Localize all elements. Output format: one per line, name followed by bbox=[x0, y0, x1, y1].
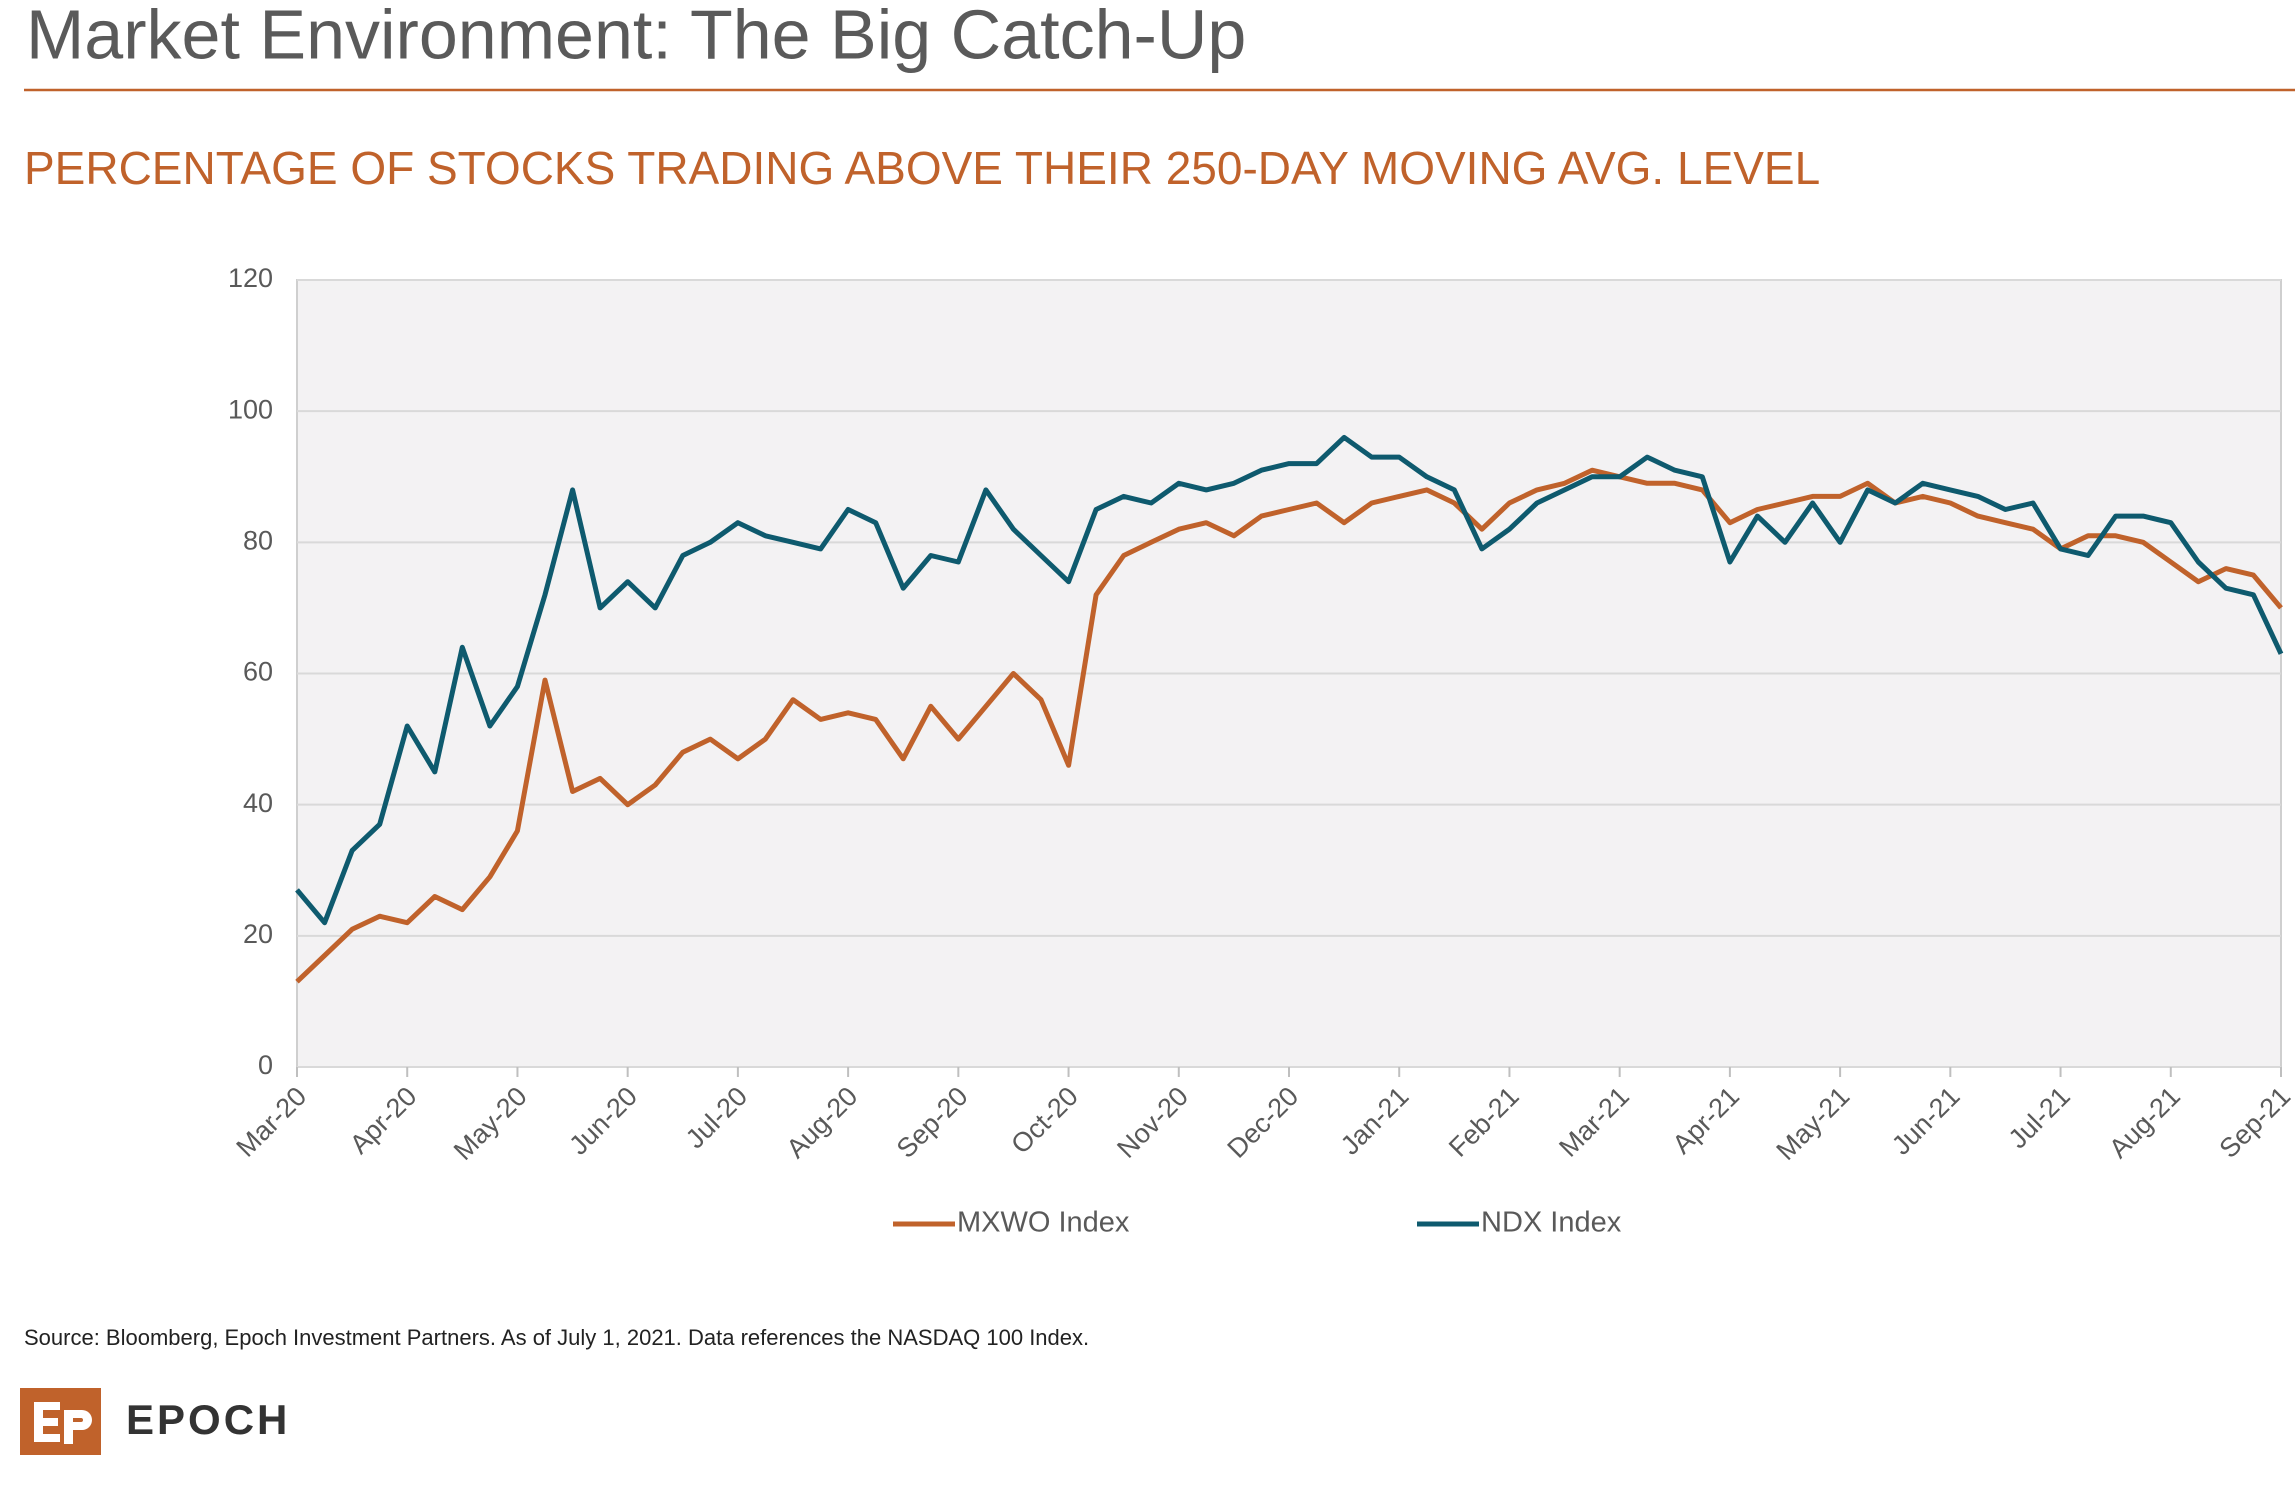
legend-label: NDX Index bbox=[1481, 1207, 1622, 1239]
x-tick-label: Oct-20 bbox=[1005, 1081, 1084, 1160]
logo: EPOCH bbox=[20, 1388, 290, 1455]
x-tick-label: Mar-20 bbox=[231, 1081, 313, 1163]
x-tick-label: Aug-21 bbox=[2103, 1081, 2186, 1164]
x-tick-label: Feb-21 bbox=[1443, 1081, 1525, 1163]
y-tick-label: 40 bbox=[243, 788, 273, 818]
x-tick-label: Jul-21 bbox=[2003, 1081, 2076, 1154]
x-tick-label: Apr-20 bbox=[344, 1081, 423, 1160]
y-tick-label: 0 bbox=[258, 1050, 273, 1080]
source-note: Source: Bloomberg, Epoch Investment Part… bbox=[24, 1325, 1089, 1350]
brand-name: EPOCH bbox=[126, 1396, 290, 1443]
legend-label: MXWO Index bbox=[957, 1207, 1130, 1239]
x-tick-label: Apr-21 bbox=[1667, 1081, 1746, 1160]
x-tick-label: Jun-21 bbox=[1886, 1081, 1966, 1161]
y-tick-label: 20 bbox=[243, 919, 273, 949]
x-tick-label: Dec-20 bbox=[1222, 1081, 1305, 1164]
y-tick-label: 60 bbox=[243, 657, 273, 687]
x-tick-label: Sep-21 bbox=[2213, 1081, 2295, 1164]
logo-glyph bbox=[34, 1402, 92, 1444]
x-tick-label: Mar-21 bbox=[1553, 1081, 1635, 1163]
x-tick-label: May-20 bbox=[448, 1081, 533, 1166]
x-tick-label: Aug-20 bbox=[781, 1081, 864, 1164]
x-tick-label: Jan-21 bbox=[1335, 1081, 1415, 1161]
chart-title: PERCENTAGE OF STOCKS TRADING ABOVE THEIR… bbox=[24, 142, 1820, 194]
series-line bbox=[295, 467, 2283, 984]
x-tick-label: Jul-20 bbox=[680, 1081, 753, 1154]
x-tick-label: May-21 bbox=[1771, 1081, 1856, 1166]
y-tick-label: 80 bbox=[243, 525, 273, 555]
x-tick-label: Sep-20 bbox=[891, 1081, 974, 1164]
series-line bbox=[295, 434, 2284, 926]
y-tick-label: 120 bbox=[228, 263, 273, 293]
y-tick-label: 100 bbox=[228, 394, 273, 424]
x-tick-label: Nov-20 bbox=[1111, 1081, 1194, 1164]
x-tick-label: Jun-20 bbox=[563, 1081, 643, 1161]
slide-title: Market Environment: The Big Catch-Up bbox=[26, 0, 1246, 73]
